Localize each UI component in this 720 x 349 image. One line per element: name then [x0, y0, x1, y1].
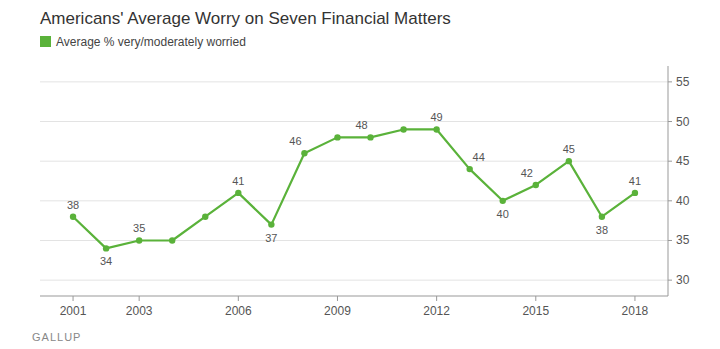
point: [268, 221, 274, 227]
data-labels: 38 34 35 41 37 46 48 49 44 40 42 45 38 41: [67, 111, 641, 267]
point: [136, 237, 142, 243]
point: [103, 245, 109, 251]
data-label: 34: [100, 255, 112, 267]
data-label: 46: [289, 135, 301, 147]
legend: Average % very/moderately worried: [40, 35, 246, 49]
point: [433, 126, 439, 132]
data-label: 41: [232, 175, 244, 187]
x-tick: [634, 296, 635, 301]
point: [70, 213, 76, 219]
data-label: 37: [265, 232, 277, 244]
point: [632, 190, 638, 196]
point: [169, 237, 175, 243]
x-tick-label: 2006: [225, 304, 252, 318]
data-label: 45: [563, 143, 575, 155]
legend-swatch: [40, 36, 51, 47]
grid-line: [40, 161, 668, 162]
grid-line: [40, 81, 668, 82]
data-label: 48: [355, 119, 367, 131]
y-tick: [668, 240, 672, 241]
point: [566, 158, 572, 164]
x-tick: [238, 296, 239, 301]
y-tick-label: 30: [676, 273, 690, 287]
y-tick-label: 40: [676, 194, 690, 208]
x-tick-label: 2001: [60, 304, 87, 318]
x-tick-label: 2015: [522, 304, 549, 318]
data-label: 38: [67, 199, 79, 211]
point: [466, 166, 472, 172]
x-axis-line: [40, 296, 668, 297]
x-tick-label: 2003: [126, 304, 153, 318]
title: Americans' Average Worry on Seven Financ…: [40, 9, 451, 28]
x-tick-label: 2012: [423, 304, 450, 318]
y-tick-label: 45: [676, 154, 690, 168]
grid-line: [40, 200, 668, 201]
y-axis-line: [668, 66, 669, 296]
x-tick: [337, 296, 338, 301]
grid-line: [40, 121, 668, 122]
point: [400, 126, 406, 132]
legend-label: Average % very/moderately worried: [56, 35, 246, 49]
point: [202, 213, 208, 219]
point: [533, 182, 539, 188]
y-tick: [668, 200, 672, 201]
point: [367, 134, 373, 140]
y-tick: [668, 161, 672, 162]
y-tick-label: 50: [676, 115, 690, 129]
data-label: 35: [133, 222, 145, 234]
grid-line: [40, 280, 668, 281]
y-tick-label: 55: [676, 75, 690, 89]
point: [235, 190, 241, 196]
y-tick: [668, 280, 672, 281]
x-tick: [139, 296, 140, 301]
point: [301, 150, 307, 156]
line: [73, 129, 635, 248]
data-label: 42: [521, 167, 533, 179]
data-label: 40: [497, 208, 509, 220]
y-tick: [668, 81, 672, 82]
data-label: 38: [596, 224, 608, 236]
point: [599, 213, 605, 219]
point: [334, 134, 340, 140]
y-tick-label: 35: [676, 233, 690, 247]
chart: Americans' Average Worry on Seven Financ…: [0, 0, 720, 349]
data-label: 44: [473, 151, 485, 163]
data-label: 49: [431, 111, 443, 123]
y-tick: [668, 121, 672, 122]
x-tick: [535, 296, 536, 301]
x-tick-label: 2018: [622, 304, 649, 318]
x-tick: [73, 296, 74, 301]
x-tick-label: 2009: [324, 304, 351, 318]
x-tick: [436, 296, 437, 301]
annotation: GALLUP: [32, 331, 81, 343]
data-label: 41: [629, 175, 641, 187]
plot-area: [70, 126, 638, 251]
point: [500, 198, 506, 204]
